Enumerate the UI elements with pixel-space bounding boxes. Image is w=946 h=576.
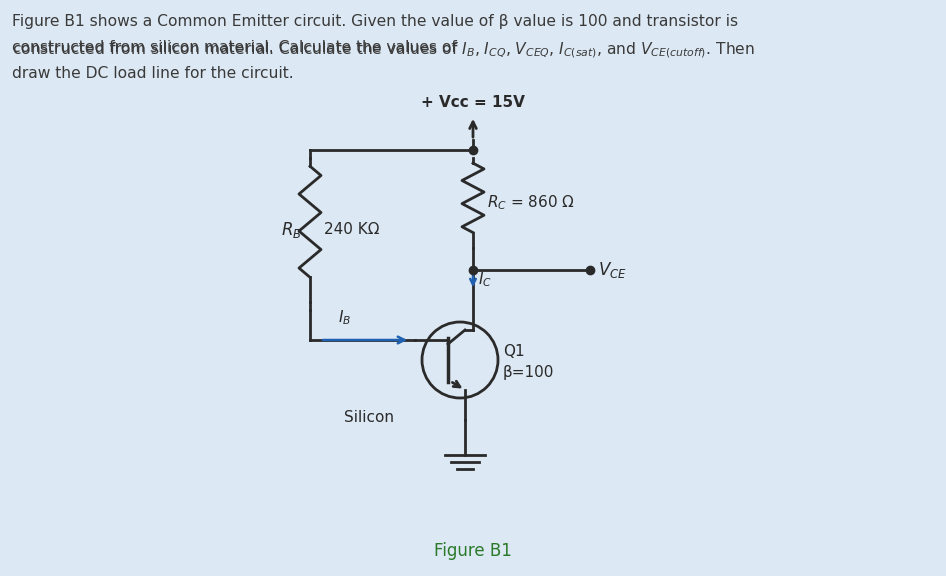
Text: $I_B$: $I_B$ (339, 308, 352, 327)
Text: constructed from silicon material. Calculate the values of: constructed from silicon material. Calcu… (12, 40, 462, 55)
Text: constructed from silicon material. Calculate the values of IB, ICQ, VCEQ, IC(sat: constructed from silicon material. Calcu… (12, 40, 810, 55)
Text: $I_C$: $I_C$ (478, 271, 492, 289)
Text: Q1: Q1 (503, 344, 525, 359)
Text: β=100: β=100 (503, 365, 554, 380)
Text: 240 KΩ: 240 KΩ (324, 222, 379, 237)
Text: $R_C$ = 860 Ω: $R_C$ = 860 Ω (487, 194, 575, 213)
Text: Silicon: Silicon (344, 410, 394, 425)
Text: + Vcc = 15V: + Vcc = 15V (421, 95, 525, 110)
Text: $R_B$: $R_B$ (281, 220, 302, 240)
Text: constructed from silicon material. Calculate the values of $I_B$, $I_{CQ}$, $V_{: constructed from silicon material. Calcu… (12, 40, 755, 59)
Text: Figure B1 shows a Common Emitter circuit. Given the value of β value is 100 and : Figure B1 shows a Common Emitter circuit… (12, 14, 738, 29)
Text: draw the DC load line for the circuit.: draw the DC load line for the circuit. (12, 66, 293, 81)
Text: Figure B1: Figure B1 (434, 542, 512, 560)
Text: $V_{CE}$: $V_{CE}$ (598, 260, 627, 280)
